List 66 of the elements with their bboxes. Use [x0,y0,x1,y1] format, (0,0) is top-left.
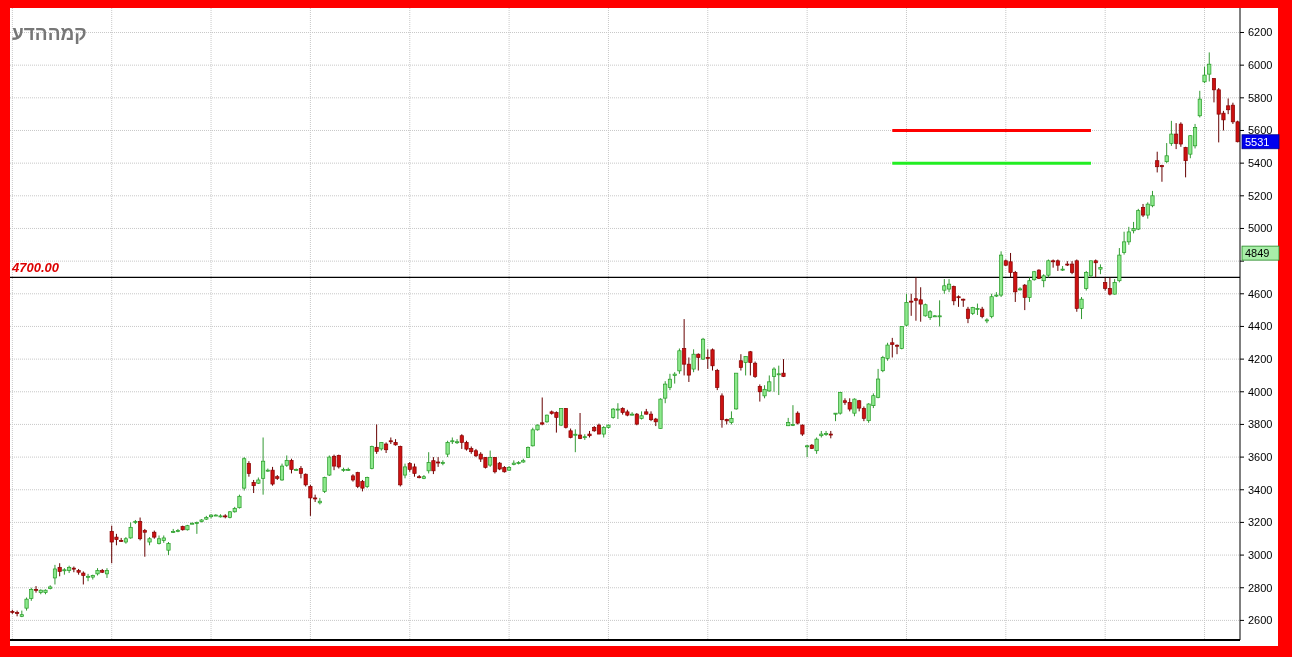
candlestick [776,365,781,396]
y-tick-label: 3000 [1248,548,1273,561]
candlestick [563,407,568,430]
y-tick-label: 5400 [1248,156,1273,169]
candlestick [701,337,706,361]
candlestick [578,412,583,440]
candlestick [104,567,109,579]
y-tick-label: 3600 [1248,450,1273,463]
candlestick [1164,142,1169,164]
candlestick [1169,120,1174,147]
candlestick [1051,258,1056,269]
candlestick [327,454,332,477]
candlestick [748,350,753,376]
candlestick [682,318,687,376]
candlestick [1107,276,1112,296]
y-tick-label: 5800 [1248,91,1273,104]
candlestick [573,428,578,453]
candlestick [1197,90,1202,118]
y-tick-label: 6200 [1248,26,1273,39]
candlestick [937,299,942,327]
y-tick-label: 3400 [1248,483,1273,496]
candlestick [677,348,682,375]
candlestick [691,348,696,373]
candlestick [138,517,143,541]
candlestick [890,337,895,358]
candlestick [615,402,620,420]
candlestick [190,521,195,525]
candlestick [743,356,748,376]
candlestick [52,564,57,585]
y-tick-label: 6000 [1248,59,1273,72]
y-tick-label: 5600 [1248,124,1273,137]
candlestick [1174,122,1179,150]
candlestick [1183,146,1188,178]
candlestick [1159,164,1164,183]
candlestick [34,585,39,594]
y-tick-label: 3200 [1248,516,1273,529]
y-tick-label: 5200 [1248,189,1273,202]
candlestick [374,423,379,455]
candlestick [1079,296,1084,320]
candlestick [1027,276,1032,303]
y-tick-label: 4200 [1248,352,1273,365]
candlestick [426,451,431,474]
text: קמההדע [12,23,87,44]
candlestick [540,396,545,426]
candlestick [440,459,445,466]
candlestick [904,293,909,327]
y-tick-label: 2600 [1248,614,1273,627]
candlestick [805,444,810,458]
candlestick [86,573,91,582]
y-tick-label: 4600 [1248,287,1273,300]
y-tick-label: 4400 [1248,320,1273,333]
candlestick [1055,258,1060,272]
candlestick [194,521,199,535]
candlestick [308,484,313,517]
ref-line-label: 4700.00 [11,260,60,276]
text: 5531 [1245,135,1270,148]
text: 4849 [1245,246,1270,259]
candlestick [715,368,720,391]
candlestick [1022,283,1027,311]
y-tick-label: 5000 [1248,222,1273,235]
candlestick [1155,151,1160,173]
candlestick [738,353,743,372]
candlestick [1178,121,1183,148]
y-tick-label: 3800 [1248,418,1273,431]
y-tick-label: 4000 [1248,385,1273,398]
y-tick-label: 2800 [1248,581,1273,594]
